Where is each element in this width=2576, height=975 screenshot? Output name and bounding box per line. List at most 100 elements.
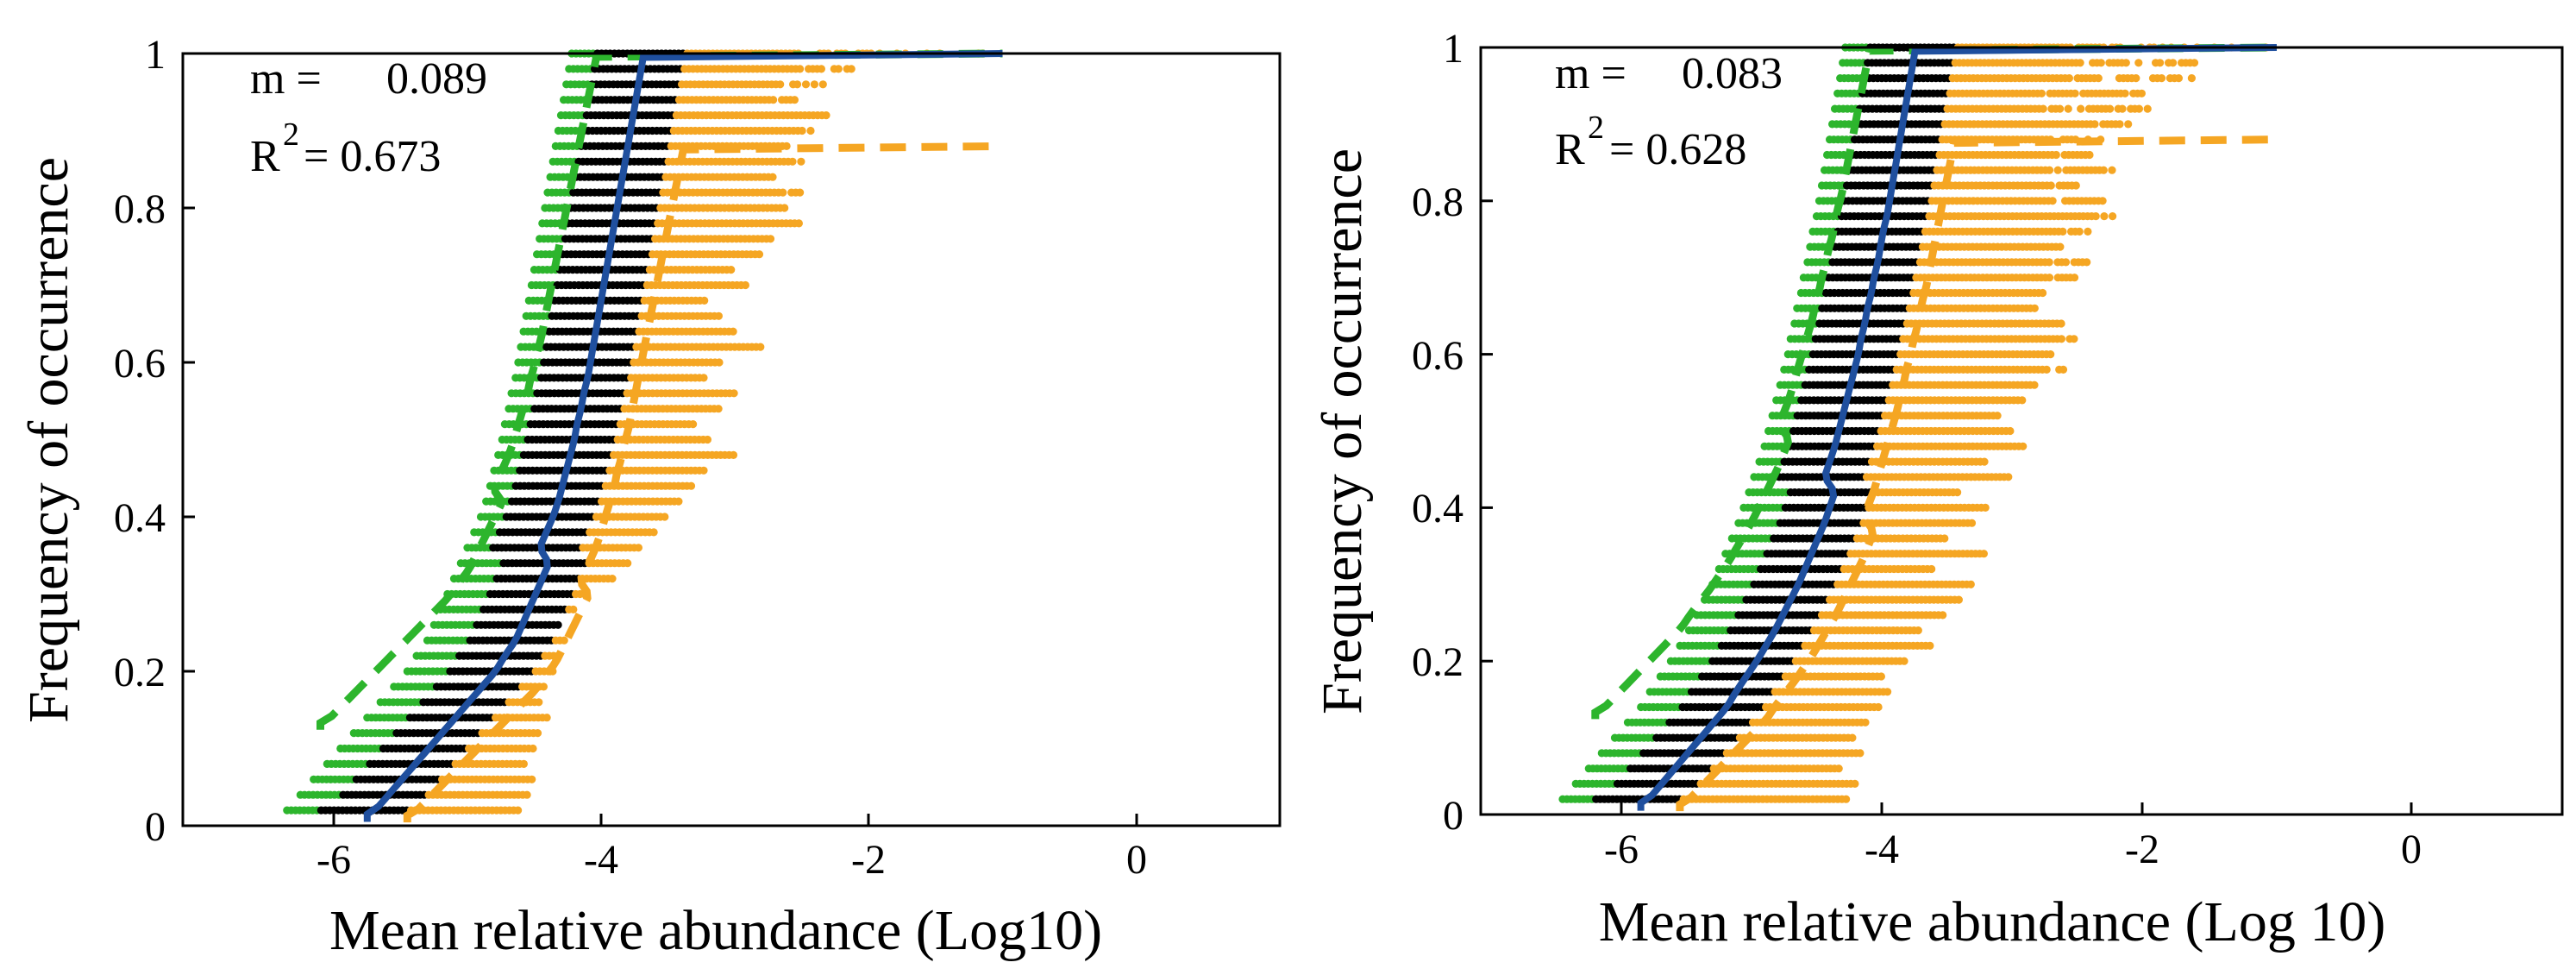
scatter-point bbox=[699, 374, 708, 382]
scatter-point bbox=[2046, 181, 2055, 190]
x-axis-label: Mean relative abundance (Log10) bbox=[329, 899, 1102, 962]
scatter-point bbox=[727, 266, 736, 274]
scatter-point bbox=[779, 188, 787, 197]
scatter-point bbox=[1861, 718, 1870, 727]
scatter-point bbox=[1883, 688, 1892, 696]
scatter-point bbox=[2030, 381, 2039, 389]
scatter-point bbox=[2039, 288, 2047, 298]
scatter-point bbox=[634, 544, 643, 552]
scatter-point bbox=[2084, 227, 2092, 236]
scatter-point bbox=[528, 775, 536, 783]
scatter-point bbox=[2059, 227, 2067, 236]
scatter-point bbox=[539, 682, 548, 691]
xtick-label: -6 bbox=[317, 837, 351, 883]
scatter-point bbox=[1900, 657, 1908, 665]
scatter-point bbox=[1851, 779, 1859, 789]
scatter-point bbox=[2018, 396, 2027, 405]
scatter-point bbox=[608, 575, 617, 583]
r2-exponent: 2 bbox=[283, 116, 299, 153]
scatter-point bbox=[569, 605, 578, 614]
ytick-label: 0.6 bbox=[114, 341, 166, 387]
scatter-point bbox=[2075, 227, 2084, 236]
ytick-label: 0.4 bbox=[114, 495, 166, 541]
scatter-point bbox=[782, 142, 791, 150]
scatter-point bbox=[2045, 274, 2054, 282]
scatter-point bbox=[624, 559, 632, 568]
scatter-point bbox=[1980, 457, 1989, 466]
scatter-point bbox=[700, 296, 709, 305]
scatter-point bbox=[2057, 335, 2065, 343]
scatter-point bbox=[780, 204, 789, 212]
xtick-label: -2 bbox=[851, 837, 886, 883]
scatter-point bbox=[529, 744, 537, 753]
scatter-point bbox=[649, 528, 658, 537]
scatter-point bbox=[533, 729, 542, 738]
scatter-point bbox=[2006, 426, 2015, 436]
scatter-point bbox=[1856, 749, 1865, 758]
scatter-point bbox=[1979, 550, 1988, 558]
xtick-label: -4 bbox=[584, 837, 618, 883]
scatter-point bbox=[2061, 258, 2071, 267]
scatter-point bbox=[2070, 274, 2079, 282]
scatter-point bbox=[2059, 365, 2068, 374]
scatter-point bbox=[1874, 702, 1883, 712]
r2-base: R bbox=[250, 132, 280, 181]
scatter-point bbox=[2019, 442, 2028, 450]
scatter-point bbox=[699, 466, 708, 475]
ytick-label: 0.8 bbox=[114, 186, 166, 232]
scatter-point bbox=[810, 80, 819, 89]
scatter-point bbox=[847, 65, 856, 73]
scatter-point bbox=[1940, 534, 1949, 543]
scatter-point bbox=[793, 80, 802, 89]
xtick-label: 0 bbox=[1126, 837, 1147, 883]
scatter-point bbox=[729, 327, 737, 336]
scatter-point bbox=[2057, 319, 2065, 328]
scatter-point bbox=[794, 219, 804, 228]
scatter-point bbox=[714, 405, 723, 413]
scatter-point bbox=[1981, 503, 1990, 513]
m-label: m = bbox=[250, 54, 322, 104]
scatter-point bbox=[686, 481, 696, 490]
scatter-point bbox=[523, 790, 531, 799]
scatter-point bbox=[1954, 595, 1963, 604]
scatter-point bbox=[1993, 412, 2002, 420]
scatter-point bbox=[806, 126, 815, 135]
scatter-point bbox=[2004, 473, 2013, 481]
scatter-point bbox=[514, 806, 523, 815]
scatter-point bbox=[796, 188, 805, 197]
scatter-point bbox=[554, 620, 562, 629]
scatter-point bbox=[768, 173, 777, 181]
scatter-point bbox=[1877, 672, 1885, 681]
scatter-point bbox=[2042, 365, 2051, 374]
scatter-point bbox=[2109, 212, 2117, 221]
scatter-point bbox=[519, 759, 529, 769]
scatter-point bbox=[798, 126, 806, 135]
scatter-point bbox=[2071, 181, 2080, 190]
scatter-point bbox=[2048, 197, 2057, 205]
scatter-point bbox=[769, 96, 778, 104]
scatter-point bbox=[817, 65, 826, 73]
scatter-point bbox=[797, 157, 805, 166]
scatter-point bbox=[1966, 580, 1975, 588]
scatter-point bbox=[790, 96, 799, 104]
scatter-point bbox=[2056, 242, 2065, 251]
ytick-label: 0 bbox=[145, 804, 166, 850]
scatter-point bbox=[788, 157, 797, 166]
scatter-point bbox=[822, 111, 830, 120]
scatter-point bbox=[2046, 350, 2055, 359]
ytick-label: 1 bbox=[145, 32, 166, 78]
scatter-point bbox=[2070, 335, 2078, 343]
scatter-point bbox=[1842, 795, 1851, 803]
scatter-point bbox=[729, 450, 738, 460]
chart-panel-left: 0 0.2 0.4 0.6 0.8 1 -6 -4 -2 0 Mean rela… bbox=[17, 32, 1282, 962]
scatter-point bbox=[1914, 626, 1922, 635]
scatter-point bbox=[818, 80, 827, 89]
scatter-point bbox=[714, 311, 724, 320]
scatter-point bbox=[796, 65, 805, 73]
chart-panel-right: 0 0.2 0.4 0.6 0.8 1 -6 -4 -2 0 Mean rela… bbox=[1311, 26, 2564, 953]
scatter-point bbox=[2091, 212, 2100, 221]
scatter-point bbox=[766, 235, 775, 243]
scatter-point bbox=[689, 420, 698, 429]
scatter-point bbox=[2098, 197, 2107, 205]
scatter-point bbox=[756, 343, 765, 351]
